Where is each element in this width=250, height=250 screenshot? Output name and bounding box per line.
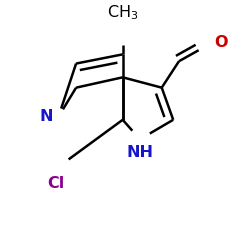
Text: NH: NH — [126, 145, 154, 160]
Text: CH$_3$: CH$_3$ — [107, 4, 138, 22]
Text: O: O — [214, 36, 228, 51]
Text: Cl: Cl — [48, 176, 65, 191]
Text: N: N — [39, 109, 53, 124]
